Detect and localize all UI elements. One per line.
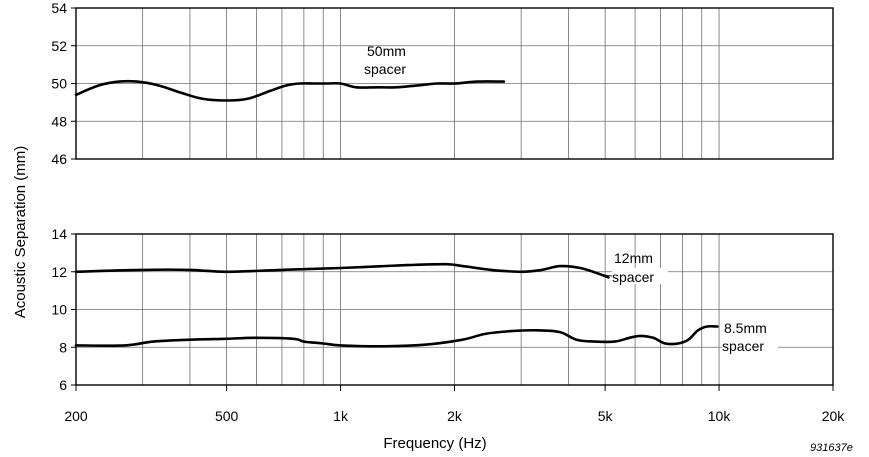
- x-tick-label: 5k: [598, 408, 614, 424]
- y-tick-label: 54: [51, 0, 67, 16]
- annotation-line: spacer: [364, 61, 406, 77]
- x-axis-tick-labels: 200 500 1k 2k 5k 10k 20k: [64, 385, 845, 424]
- y-tick-label: 6: [59, 377, 67, 393]
- y-tick-label: 52: [51, 38, 67, 54]
- y-tick-label: 10: [51, 302, 67, 318]
- y-tick-label: 8: [59, 339, 67, 355]
- x-tick-label: 1k: [333, 408, 349, 424]
- plot-frame: [75, 7, 834, 160]
- bottom-panel: 6 8 10 12 14: [51, 226, 834, 393]
- annotation-line: spacer: [612, 269, 654, 285]
- y-tick-label: 50: [51, 76, 67, 92]
- y-tick-label: 48: [51, 113, 67, 129]
- y-tick-label: 46: [51, 151, 67, 167]
- y-tick-label: 14: [51, 226, 67, 242]
- annotation-line: 50mm: [367, 43, 406, 59]
- annotation-leader-12mm: [601, 274, 613, 277]
- x-tick-label: 200: [64, 408, 88, 424]
- annotation-12mm-spacer: 12mm spacer: [612, 250, 668, 285]
- figure-id: 931637e: [810, 442, 853, 454]
- y-tick-label: 12: [51, 264, 67, 280]
- x-tick-label: 2k: [447, 408, 463, 424]
- x-tick-label: 500: [215, 408, 239, 424]
- series-line-8.5mm-spacer: [74, 324, 719, 348]
- series-line-50mm-spacer: [74, 79, 506, 102]
- annotation-line: 12mm: [614, 250, 653, 266]
- x-tick-label: 20k: [822, 408, 846, 424]
- annotation-50mm-spacer: 50mm spacer: [364, 43, 406, 77]
- top-panel: 46 48 50 52 54: [51, 0, 834, 167]
- x-axis-title: Frequency (Hz): [383, 435, 486, 452]
- y-axis-title: Acoustic Separation (mm): [12, 146, 29, 319]
- annotation-8.5mm-spacer: 8.5mm spacer: [722, 320, 778, 354]
- annotation-line: 8.5mm: [724, 320, 767, 336]
- annotation-line: spacer: [722, 338, 764, 354]
- x-tick-label: 10k: [708, 408, 732, 424]
- series-line-12mm-spacer: [74, 262, 610, 279]
